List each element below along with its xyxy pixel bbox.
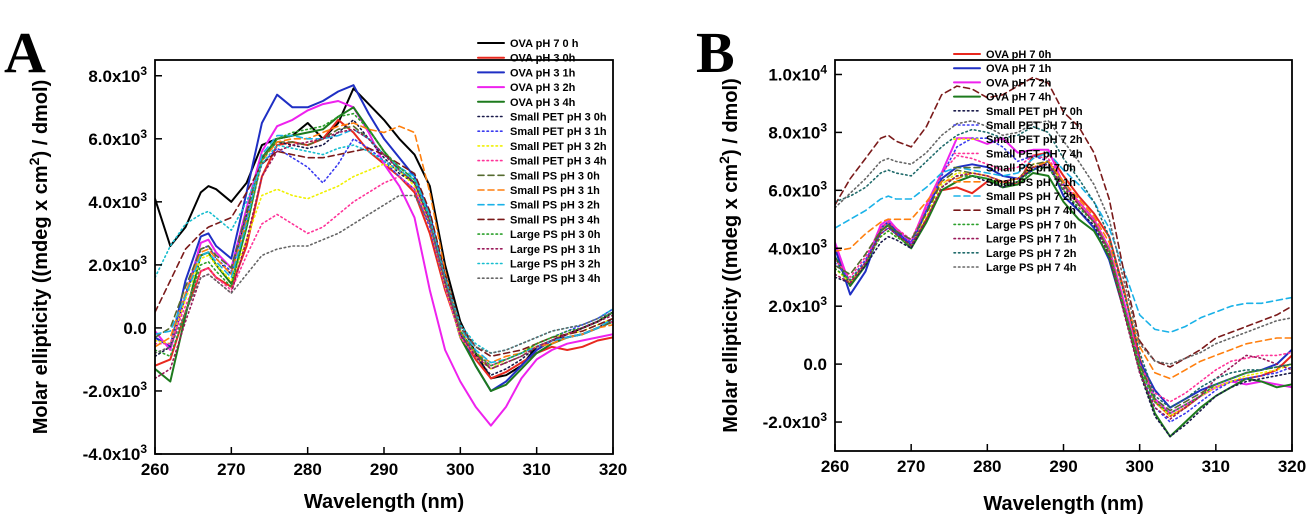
legend-label-a-1: OVA pH 7 0 h <box>510 38 579 50</box>
legend-label-b-12: Small PS pH 7 4h <box>986 205 1076 217</box>
y-tick-label-b-2: 2.0x103 <box>768 294 827 316</box>
legend-label-b-13: Large PS pH 7 0h <box>986 219 1077 231</box>
legend-label-a-7: Small PET pH 3 1h <box>510 126 607 138</box>
x-tick-label-a-320: 320 <box>599 460 627 479</box>
x-tick-label-b-280: 280 <box>973 457 1001 476</box>
legend-label-a-10: Small PS pH 3 0h <box>510 170 600 182</box>
legend-label-b-6: Small PET pH 7 1h <box>986 120 1083 132</box>
x-tick-label-a-290: 290 <box>370 460 398 479</box>
x-tick-label-a-260: 260 <box>141 460 169 479</box>
x-tick-label-b-290: 290 <box>1049 457 1077 476</box>
y-tick-label-a-5: 6.0x103 <box>88 127 147 149</box>
y-axis-title-b: Molar ellipticity ((mdeg x cm2) / dmol) <box>716 78 742 433</box>
legend-label-a-3: OVA pH 3 1h <box>510 67 576 79</box>
x-tick-label-b-310: 310 <box>1202 457 1230 476</box>
y-tick-label-a-4: 4.0x103 <box>88 190 147 212</box>
legend-label-b-2: OVA pH 7 1h <box>986 63 1052 75</box>
panel-label-b: B <box>696 20 735 85</box>
chart-panel-a: A 260 270 280 290 300 310 320 -4.0x103 -2.0x103 0.… <box>4 20 627 513</box>
y-tick-label-a-1: -2.0x103 <box>83 379 148 401</box>
legend-label-a-5: OVA pH 3 4h <box>510 97 576 109</box>
legend-label-a-2: OVA pH 3 0h <box>510 53 576 65</box>
x-tick-label-b-270: 270 <box>897 457 925 476</box>
legend-label-a-12: Small PS pH 3 2h <box>510 200 600 212</box>
legend-label-b-10: Small PS pH 7 1h <box>986 177 1076 189</box>
y-tick-label-a-2: 0.0 <box>123 319 147 338</box>
y-tick-label-b-6: 1.0x104 <box>768 62 827 84</box>
x-axis-title-a: Wavelength (nm) <box>304 491 464 513</box>
x-axis-title-b: Wavelength (nm) <box>983 493 1143 515</box>
legend-label-b-1: OVA pH 7 0h <box>986 49 1052 61</box>
y-tick-label-a-0: -4.0x103 <box>83 442 148 464</box>
y-tick-label-b-3: 4.0x103 <box>768 236 827 258</box>
legend-label-a-16: Large PS pH 3 2h <box>510 259 601 271</box>
y-tick-label-b-4: 6.0x103 <box>768 178 827 200</box>
x-tick-label-a-280: 280 <box>293 460 321 479</box>
y-tick-label-b-0: -2.0x103 <box>763 410 828 432</box>
legend-label-a-6: Small PET pH 3 0h <box>510 112 607 124</box>
y-tick-label-b-1: 0.0 <box>803 355 827 374</box>
legend-label-b-3: OVA pH 7 2h <box>986 77 1052 89</box>
legend-label-a-9: Small PET pH 3 4h <box>510 156 607 168</box>
legend-label-b-4: OVA pH 7 4h <box>986 92 1052 104</box>
x-tick-label-a-270: 270 <box>217 460 245 479</box>
legend-label-b-8: Small PET pH 7 4h <box>986 148 1083 160</box>
legend-label-a-4: OVA pH 3 2h <box>510 82 576 94</box>
legend-label-b-9: Small PS pH 7 0h <box>986 163 1076 175</box>
legend-label-b-5: Small PET pH 7 0h <box>986 106 1083 118</box>
x-tick-label-b-300: 300 <box>1125 457 1153 476</box>
legend-label-a-14: Large PS pH 3 0h <box>510 229 601 241</box>
x-tick-label-a-310: 310 <box>522 460 550 479</box>
y-tick-label-b-5: 8.0x103 <box>768 120 827 142</box>
legend-a: OVA pH 7 0 h OVA pH 3 0h OVA pH 3 1h OVA pH… <box>478 38 607 285</box>
y-tick-label-a-6: 8.0x103 <box>88 64 147 86</box>
legend-label-a-17: Large PS pH 3 4h <box>510 273 601 285</box>
legend-label-a-8: Small PET pH 3 2h <box>510 141 607 153</box>
legend-label-b-14: Large PS pH 7 1h <box>986 234 1077 246</box>
legend-label-a-13: Small PS pH 3 4h <box>510 214 600 226</box>
legend-label-b-11: Small PS pH 7 2h <box>986 191 1076 203</box>
x-tick-label-a-300: 300 <box>446 460 474 479</box>
x-tick-label-b-260: 260 <box>821 457 849 476</box>
legend-label-b-7: Small PET pH 7 2h <box>986 134 1083 146</box>
x-tick-label-b-320: 320 <box>1278 457 1306 476</box>
legend-label-b-15: Large PS pH 7 2h <box>986 248 1077 260</box>
legend-label-a-11: Small PS pH 3 1h <box>510 185 600 197</box>
legend-label-a-15: Large PS pH 3 1h <box>510 244 601 256</box>
y-axis-title-a: Molar ellipticity ((mdeg x cm2) / dmol) <box>26 80 52 435</box>
y-tick-label-a-3: 2.0x103 <box>88 253 147 275</box>
legend-label-b-16: Large PS pH 7 4h <box>986 262 1077 274</box>
panel-label-a: A <box>4 20 46 85</box>
chart-panel-b: B 260 270 280 290 300 310 320 -2.0x103 0.0 2.0x103… <box>696 20 1306 515</box>
